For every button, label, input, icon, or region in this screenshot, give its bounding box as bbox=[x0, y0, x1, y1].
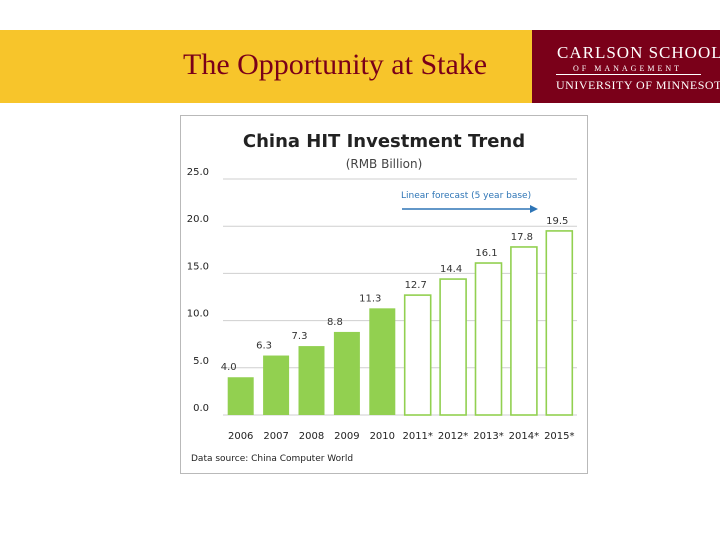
x-tick-label: 2014* bbox=[509, 431, 539, 442]
bar bbox=[263, 355, 290, 415]
chart-title: China HIT Investment Trend bbox=[243, 131, 525, 152]
carlson-school-logo: CARLSON SCHOOL OF MANAGEMENT UNIVERSITY … bbox=[532, 30, 720, 103]
y-tick-label: 10.0 bbox=[187, 309, 209, 320]
x-tick-label: 2007 bbox=[263, 431, 288, 442]
forecast-bar bbox=[545, 230, 574, 416]
bar bbox=[227, 377, 254, 415]
logo-school-name: CARLSON SCHOOL bbox=[557, 43, 720, 62]
chart-subtitle: (RMB Billion) bbox=[346, 157, 423, 171]
x-tick-label: 2013* bbox=[473, 431, 503, 442]
chart-frame: China HIT Investment Trend (RMB Billion)… bbox=[180, 115, 588, 474]
slide-title: The Opportunity at Stake bbox=[183, 48, 488, 81]
bar bbox=[298, 346, 325, 415]
forecast-arrowhead bbox=[530, 205, 538, 213]
data-label: 7.3 bbox=[292, 331, 308, 342]
y-tick-label: 5.0 bbox=[193, 356, 209, 367]
forecast-bar bbox=[510, 246, 538, 416]
y-tick-label: 0.0 bbox=[193, 403, 209, 414]
bar bbox=[369, 308, 396, 415]
data-label: 6.3 bbox=[256, 341, 272, 352]
forecast-annotation: Linear forecast (5 year base) bbox=[401, 191, 531, 201]
data-label: 19.5 bbox=[546, 216, 568, 227]
bars: 4.0 6.3 7.3 8.8 11.3 12.7 14.4 16.1 17.8 19.5 bbox=[221, 216, 574, 416]
x-tick-label: 2006 bbox=[228, 431, 253, 442]
investment-chart: China HIT Investment Trend (RMB Billion)… bbox=[187, 131, 577, 464]
forecast-bar bbox=[439, 278, 467, 416]
forecast-bar bbox=[474, 262, 503, 416]
y-tick-label: 25.0 bbox=[187, 167, 209, 178]
data-label: 8.8 bbox=[327, 317, 343, 328]
data-source: Data source: China Computer World bbox=[191, 454, 353, 464]
x-tick-label: 2010 bbox=[370, 431, 395, 442]
logo-divider bbox=[556, 74, 701, 75]
data-label: 11.3 bbox=[359, 293, 381, 304]
x-axis: 2006 2007 2008 2009 2010 2011* 2012* 2013* 2014*… bbox=[228, 431, 575, 442]
x-tick-label: 2015* bbox=[544, 431, 574, 442]
y-tick-label: 20.0 bbox=[187, 214, 209, 225]
data-label: 14.4 bbox=[440, 264, 462, 275]
y-axis: 0.0 5.0 10.0 15.0 20.0 25.0 bbox=[187, 167, 209, 414]
x-tick-label: 2009 bbox=[334, 431, 359, 442]
data-label: 12.7 bbox=[405, 280, 427, 291]
data-label: 17.8 bbox=[511, 232, 533, 243]
data-label: 16.1 bbox=[475, 248, 497, 259]
logo-management: OF MANAGEMENT bbox=[573, 64, 682, 73]
data-label: 4.0 bbox=[221, 362, 237, 373]
x-tick-label: 2008 bbox=[299, 431, 324, 442]
forecast-bar bbox=[403, 294, 432, 416]
bar bbox=[333, 331, 360, 415]
x-tick-label: 2012* bbox=[438, 431, 468, 442]
x-tick-label: 2011* bbox=[402, 431, 432, 442]
logo-university: UNIVERSITY OF MINNESOTA bbox=[556, 78, 720, 92]
y-tick-label: 15.0 bbox=[187, 261, 209, 272]
